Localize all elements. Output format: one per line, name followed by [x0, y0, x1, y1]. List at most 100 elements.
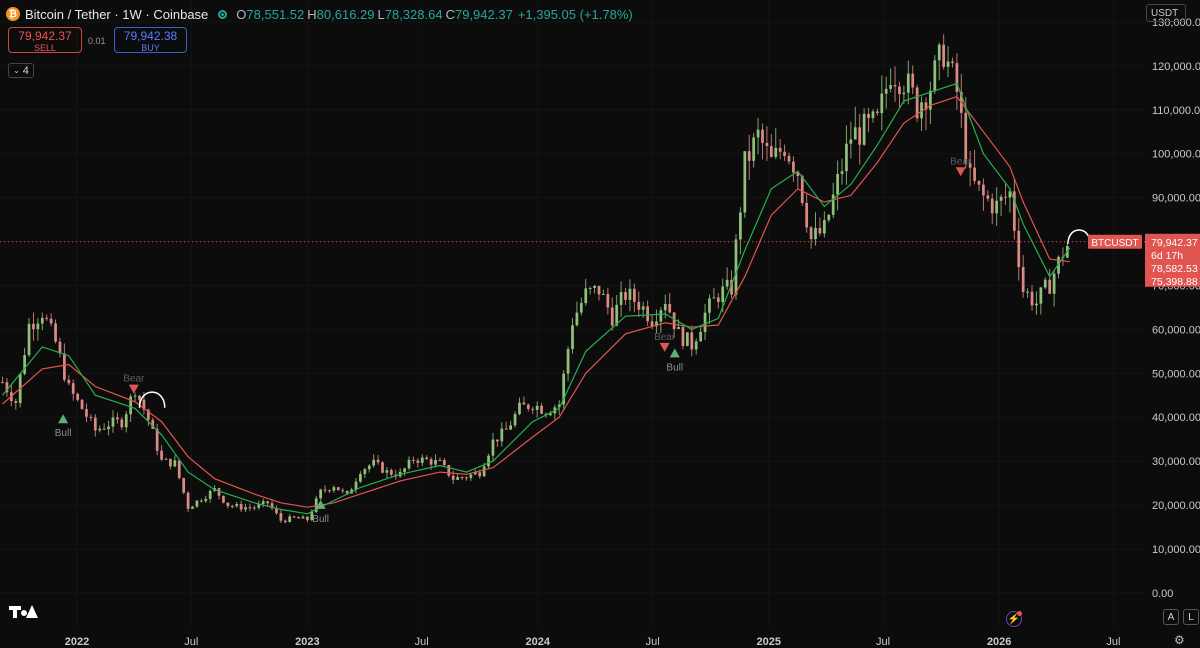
candle	[862, 113, 866, 145]
candle	[911, 73, 915, 88]
candle	[739, 212, 742, 240]
candle	[531, 408, 535, 410]
market-open-dot-icon	[218, 9, 228, 19]
candle	[761, 129, 764, 143]
sell-button[interactable]: 79,942.37 SELL	[8, 27, 82, 53]
candle	[1, 382, 4, 384]
candle	[195, 500, 199, 507]
candle	[792, 161, 795, 173]
candle	[756, 129, 760, 138]
indicators-toggle[interactable]: ⌄ 4	[8, 63, 34, 78]
candle	[902, 92, 906, 95]
candle	[80, 399, 84, 410]
candle	[58, 341, 62, 354]
candle	[659, 310, 663, 322]
candle	[562, 373, 566, 405]
ma-fast-line	[2, 82, 1071, 515]
candle	[496, 439, 499, 442]
candle	[204, 498, 208, 502]
gear-icon[interactable]: ⚙	[1174, 633, 1185, 647]
candle	[995, 200, 999, 214]
log-scale-button[interactable]: L	[1183, 609, 1199, 625]
lightning-icon[interactable]: ⚡	[1006, 611, 1022, 627]
candle	[222, 495, 225, 503]
candle	[1012, 191, 1016, 231]
candle	[876, 111, 879, 114]
candle	[849, 139, 853, 144]
candles	[1, 44, 1069, 522]
candle	[478, 472, 482, 477]
candle	[301, 516, 305, 519]
bitcoin-icon[interactable]: ₿	[6, 7, 20, 21]
candle	[632, 288, 636, 302]
candle	[239, 504, 243, 510]
candle	[54, 323, 57, 342]
candle	[434, 459, 437, 465]
candle	[1035, 303, 1038, 306]
candle	[151, 419, 155, 429]
candle	[473, 472, 477, 475]
candle	[482, 466, 486, 477]
candle	[270, 503, 274, 509]
buy-button[interactable]: 79,942.38 BUY	[114, 27, 187, 53]
candle	[451, 475, 455, 480]
candle	[425, 457, 429, 460]
auto-scale-button[interactable]: A	[1163, 609, 1179, 625]
buy-label: BUY	[141, 43, 160, 53]
candle	[67, 379, 71, 384]
candle	[332, 487, 336, 491]
candle	[98, 428, 102, 431]
candle	[513, 414, 517, 426]
candle	[805, 202, 809, 228]
candle	[725, 279, 729, 287]
candle	[522, 402, 526, 405]
candle	[575, 312, 579, 326]
price-axis[interactable]	[1145, 0, 1200, 648]
candle	[677, 327, 680, 329]
candle	[986, 195, 990, 199]
candle	[898, 86, 901, 95]
candle	[800, 175, 804, 203]
candle	[699, 331, 703, 342]
candle	[920, 102, 923, 119]
candle	[968, 163, 972, 168]
candle	[416, 460, 420, 463]
open-label: O	[236, 6, 247, 22]
candle	[323, 489, 327, 491]
candle	[663, 303, 667, 311]
tradingview-logo-icon[interactable]	[9, 604, 39, 622]
candle	[1017, 230, 1021, 268]
currency-selector[interactable]: USDT	[1146, 4, 1186, 22]
candle	[743, 151, 747, 213]
symbol-title[interactable]: Bitcoin / Tether · 1W · Coinbase	[25, 6, 209, 22]
candle	[173, 460, 177, 467]
candle	[359, 473, 362, 482]
candle	[641, 306, 645, 310]
candle	[783, 151, 786, 156]
candle	[32, 323, 35, 330]
high-label: H	[307, 6, 317, 22]
close-label: C	[445, 6, 455, 22]
candle	[840, 171, 844, 174]
bull-marker-icon	[58, 414, 69, 424]
candle	[403, 468, 406, 472]
candle	[199, 500, 203, 502]
candle	[588, 287, 592, 289]
candle	[1039, 287, 1043, 304]
candle	[951, 61, 954, 64]
candle	[853, 127, 857, 140]
candle	[973, 167, 976, 181]
candle	[191, 506, 194, 509]
candle	[429, 459, 433, 465]
candle	[354, 481, 358, 490]
candle	[169, 458, 172, 467]
candle	[814, 227, 817, 240]
arch-drawing	[138, 391, 166, 408]
candle	[681, 327, 685, 347]
candle	[367, 465, 371, 470]
candle	[712, 297, 716, 299]
candle	[655, 321, 658, 327]
candle	[469, 474, 473, 479]
candle	[142, 399, 146, 410]
